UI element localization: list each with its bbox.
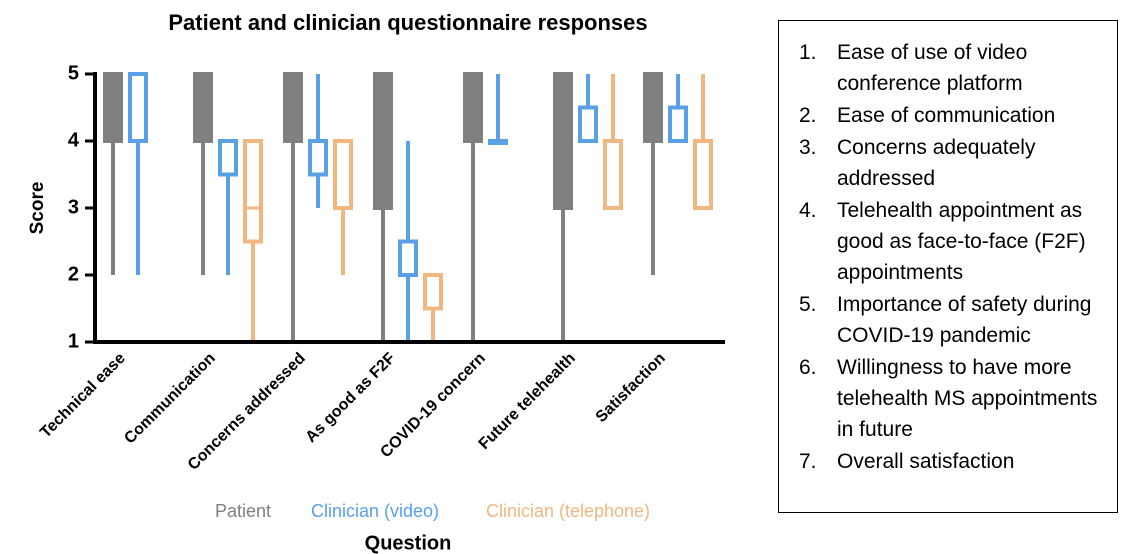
box	[308, 139, 328, 177]
x-axis-label: Question	[365, 532, 452, 554]
item-number: 6.	[799, 356, 817, 379]
box	[218, 139, 238, 177]
legend-label: Patient	[215, 501, 271, 521]
question-item: 3. Concerns adequately addressed	[799, 132, 1109, 194]
box	[243, 139, 263, 244]
item-text: Willingness to have more telehealth MS a…	[837, 356, 1098, 441]
box	[398, 239, 418, 277]
box	[333, 139, 353, 210]
question-item: 6. Willingness to have more telehealth MS…	[799, 352, 1109, 445]
box	[193, 72, 213, 143]
legend-label: Clinician (video)	[311, 501, 439, 521]
question-item: 5. Importance of safety during COVID-19 p…	[799, 289, 1109, 351]
x-tick-label: Technical ease	[37, 350, 129, 442]
box	[643, 72, 663, 143]
item-text: Concerns adequately addressed	[837, 136, 1036, 190]
y-tick-label: 3	[68, 196, 79, 218]
x-tick-label: Satisfaction	[593, 350, 669, 426]
chart-title: Patient and clinician questionnaire resp…	[168, 10, 647, 35]
item-text: Ease of communication	[837, 104, 1056, 127]
y-axis-label: Score	[27, 182, 48, 235]
box	[283, 72, 303, 143]
question-item: 4. Telehealth appointment as good as face…	[799, 195, 1109, 288]
item-text: Importance of safety during COVID-19 pan…	[837, 293, 1092, 347]
box	[103, 72, 123, 143]
item-text: Ease of use of video conference platform	[837, 41, 1028, 95]
item-number: 7.	[799, 450, 817, 473]
box	[693, 139, 713, 210]
x-tick-label: Communication	[121, 350, 219, 448]
box	[603, 139, 623, 210]
item-number: 2.	[799, 104, 817, 127]
chart: Patient and clinician questionnaire resp…	[27, 10, 725, 554]
x-tick-label: Future telehealth	[476, 350, 579, 453]
question-panel: 1. Ease of use of video conference platfo…	[778, 20, 1118, 513]
item-number: 1.	[799, 41, 817, 64]
y-tick-label: 5	[68, 62, 79, 84]
box	[463, 72, 483, 143]
y-tick-label: 2	[68, 263, 79, 285]
legend-label: Clinician (telephone)	[486, 501, 650, 521]
box	[423, 273, 443, 311]
question-item: 2. Ease of communication	[799, 100, 1109, 131]
y-tick-label: 4	[68, 129, 80, 151]
x-tick-label: As good as F2F	[303, 350, 399, 446]
box	[128, 72, 148, 143]
item-number: 4.	[799, 199, 817, 222]
item-number: 3.	[799, 136, 817, 159]
item-text: Overall satisfaction	[837, 450, 1015, 473]
x-tick-label: COVID-19 concern	[377, 350, 488, 461]
y-tick-label: 1	[68, 330, 79, 352]
item-number: 5.	[799, 293, 817, 316]
item-text: Telehealth appointment as good as face-t…	[837, 199, 1086, 284]
box	[668, 105, 688, 143]
question-item: 1. Ease of use of video conference platfo…	[799, 37, 1109, 99]
question-item: 7. Overall satisfaction	[799, 446, 1109, 477]
box	[578, 105, 598, 143]
